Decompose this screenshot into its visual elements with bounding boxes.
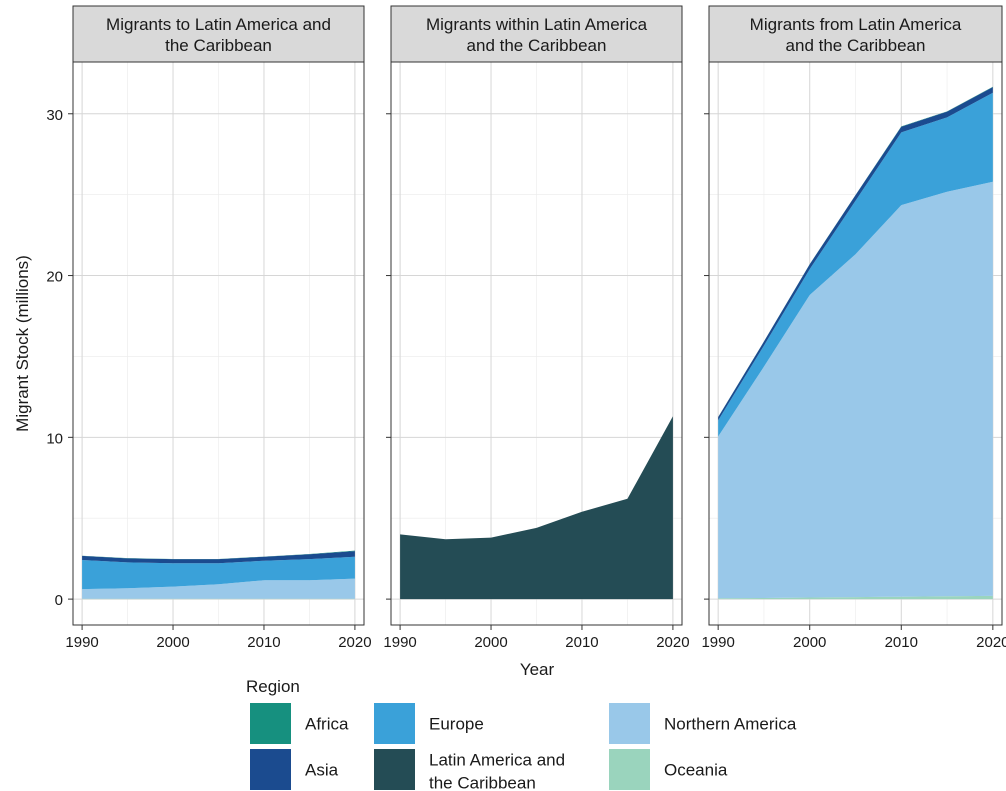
area-asia bbox=[82, 551, 355, 564]
area-northern-america bbox=[718, 181, 993, 599]
facet-title: Migrants to Latin America and the Caribbe… bbox=[106, 15, 331, 55]
panel-border bbox=[708, 61, 1003, 626]
facet-title-line: and the Caribbean bbox=[786, 36, 926, 55]
legend-label-line: Northern America bbox=[664, 715, 797, 734]
legend-label-line: Latin America and bbox=[429, 751, 565, 770]
legend-label-line: Africa bbox=[305, 715, 349, 734]
area-europe bbox=[82, 556, 355, 590]
facet-title-line: and the Caribbean bbox=[467, 36, 607, 55]
area-northern-america bbox=[82, 578, 355, 599]
facet-title: Migrants within Latin America and the Car… bbox=[426, 15, 648, 55]
legend-label: Northern America bbox=[664, 715, 797, 734]
legend-key-oceania bbox=[609, 749, 650, 790]
legend-key-latin-america-and-the-caribbean bbox=[374, 749, 415, 790]
facet-strip bbox=[708, 5, 1003, 63]
x-tick-label: 2020 bbox=[656, 634, 689, 651]
panel-border bbox=[390, 61, 683, 626]
legend-label: Asia bbox=[305, 761, 339, 780]
legend-key-africa bbox=[250, 703, 291, 744]
x-tick-label: 2010 bbox=[885, 634, 918, 651]
legend-key-asia bbox=[250, 749, 291, 790]
x-tick-label: 2010 bbox=[247, 634, 280, 651]
panel-border bbox=[72, 61, 365, 626]
area-europe bbox=[718, 92, 993, 437]
x-tick-label: 2000 bbox=[474, 634, 507, 651]
y-tick-label: 20 bbox=[46, 269, 63, 286]
facet-strip bbox=[390, 5, 683, 63]
legend-label-line: Oceania bbox=[664, 761, 728, 780]
legend-label: Africa bbox=[305, 715, 349, 734]
x-axis-title: Year bbox=[520, 660, 555, 679]
y-tick-label: 0 bbox=[55, 592, 63, 609]
facet-panel-3: Migrants from Latin America and the Carib… bbox=[701, 5, 1006, 651]
facet-title-line: Migrants within Latin America bbox=[426, 15, 648, 34]
x-tick-label: 2020 bbox=[338, 634, 371, 651]
facet-panel-2: Migrants within Latin America and the Car… bbox=[383, 5, 690, 651]
y-tick-label: 30 bbox=[46, 107, 63, 124]
legend: Region Africa Asia Europe Latin America and t… bbox=[246, 677, 797, 791]
legend-label-line: Europe bbox=[429, 715, 484, 734]
facet-title: Migrants from Latin America and the Carib… bbox=[750, 15, 962, 55]
legend-title: Region bbox=[246, 677, 300, 696]
x-tick-label: 1990 bbox=[383, 634, 416, 651]
x-tick-label: 2020 bbox=[976, 634, 1006, 651]
area-latin-america-and-the-caribbean bbox=[400, 416, 673, 600]
facet-title-line: Migrants to Latin America and bbox=[106, 15, 331, 34]
area-oceania bbox=[718, 595, 993, 600]
legend-key-northern-america bbox=[609, 703, 650, 744]
facet-strip bbox=[72, 5, 365, 63]
y-tick-label: 10 bbox=[46, 430, 63, 447]
y-axis-title: Migrant Stock (millions) bbox=[13, 255, 32, 432]
facet-panel-1: Migrants to Latin America and the Caribbe… bbox=[46, 5, 372, 651]
legend-label: Europe bbox=[429, 715, 484, 734]
legend-key-europe bbox=[374, 703, 415, 744]
x-tick-label: 2000 bbox=[793, 634, 826, 651]
x-tick-label: 2010 bbox=[565, 634, 598, 651]
facet-title-line: Migrants from Latin America bbox=[750, 15, 962, 34]
x-tick-label: 1990 bbox=[65, 634, 98, 651]
legend-label-line: the Caribbean bbox=[429, 774, 536, 791]
x-tick-label: 2000 bbox=[156, 634, 189, 651]
legend-label: Oceania bbox=[664, 761, 728, 780]
facet-title-line: the Caribbean bbox=[165, 36, 272, 55]
x-tick-label: 1990 bbox=[701, 634, 734, 651]
legend-label: Latin America and the Caribbean bbox=[429, 751, 565, 791]
legend-label-line: Asia bbox=[305, 761, 339, 780]
